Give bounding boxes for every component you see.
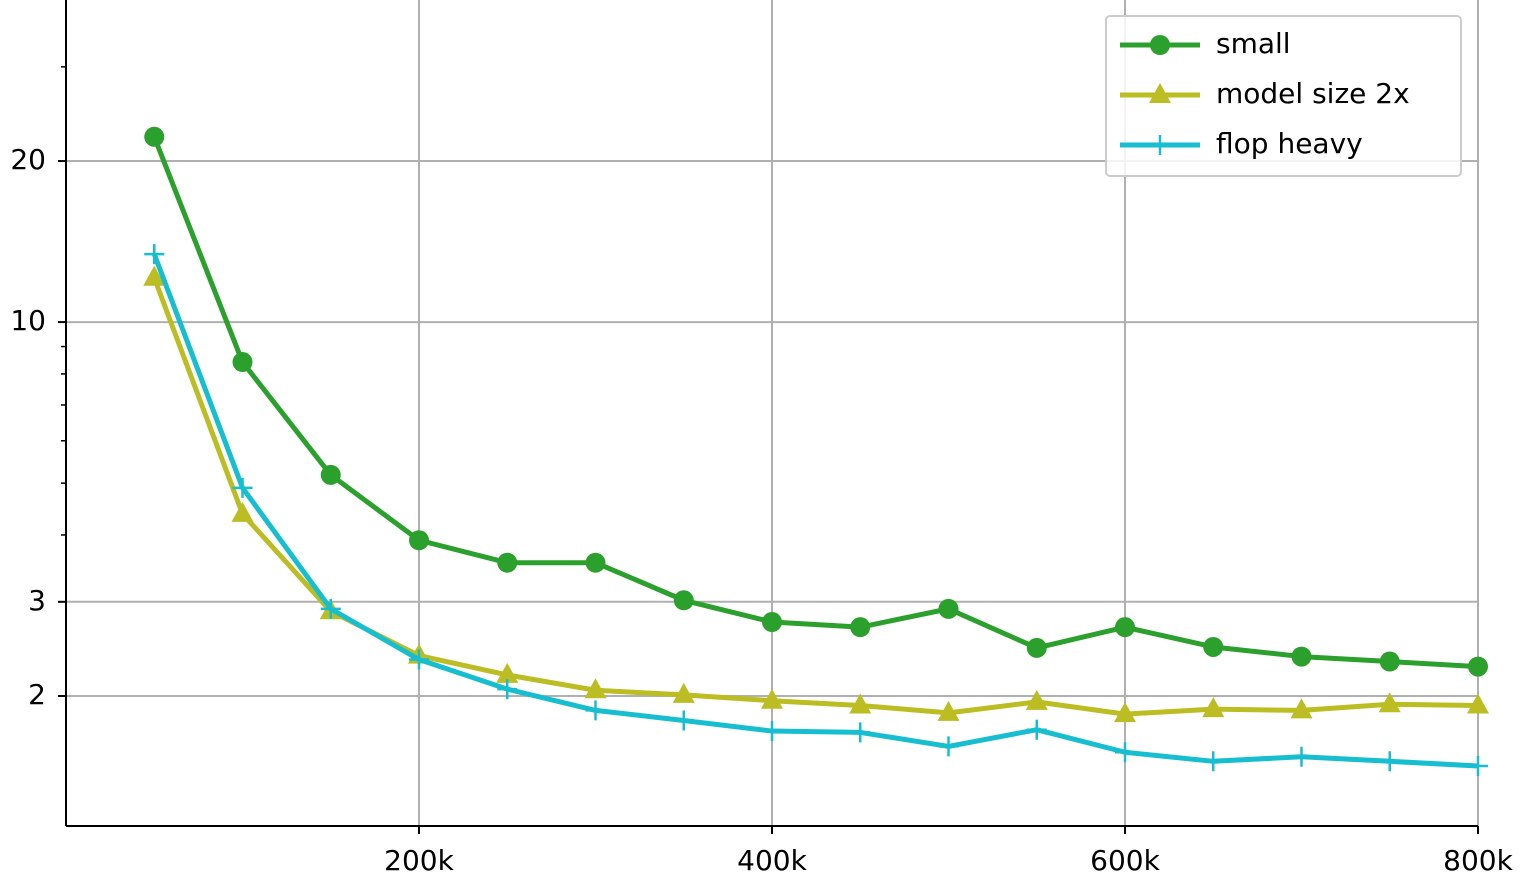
marker [1379, 751, 1400, 772]
marker [761, 688, 783, 709]
marker [320, 598, 341, 619]
marker [1025, 689, 1048, 710]
marker [409, 530, 429, 551]
marker [850, 617, 871, 638]
marker [143, 265, 166, 286]
marker [849, 693, 872, 714]
marker [585, 552, 606, 573]
marker [1203, 751, 1224, 772]
marker [496, 662, 519, 683]
marker [231, 501, 254, 522]
marker [1467, 693, 1489, 714]
marker [584, 678, 607, 699]
marker [673, 710, 694, 731]
legend-box [1105, 15, 1462, 177]
marker [1149, 83, 1171, 103]
marker [1291, 646, 1312, 667]
marker [232, 352, 253, 373]
marker [762, 612, 782, 633]
marker [673, 590, 694, 611]
marker [144, 244, 165, 265]
x-tick-label: 600k [1090, 844, 1160, 877]
marker [1291, 746, 1312, 767]
marker [497, 552, 518, 573]
y-tick-label: 3 [28, 584, 46, 617]
y-tick-label: 10 [10, 304, 46, 337]
legend-label: flop heavy [1216, 127, 1363, 160]
marker [762, 721, 782, 742]
marker [938, 598, 959, 619]
line [151, 135, 1479, 670]
marker [1026, 637, 1047, 658]
series [144, 126, 1488, 677]
marker [1026, 719, 1047, 740]
marker [850, 722, 871, 743]
marker [938, 736, 959, 757]
y-tick-label: 20 [10, 143, 46, 176]
series [144, 244, 1488, 776]
marker [144, 126, 165, 147]
marker [585, 700, 606, 721]
marker [320, 464, 341, 485]
x-tick-label: 400k [737, 844, 807, 877]
marker [1202, 697, 1225, 718]
y-tick-label: 2 [28, 678, 46, 711]
legend-label: small [1216, 27, 1291, 60]
line [151, 253, 1479, 769]
marker [1468, 656, 1488, 677]
marker [232, 477, 253, 498]
marker [672, 682, 695, 703]
marker [937, 700, 960, 721]
marker [1150, 135, 1170, 155]
marker [1290, 698, 1313, 719]
marker [497, 679, 518, 700]
marker [1468, 755, 1488, 776]
marker [1114, 702, 1136, 723]
marker [1115, 742, 1135, 763]
x-tick-label: 200k [384, 844, 454, 877]
marker [1379, 651, 1400, 672]
marker [1150, 35, 1170, 55]
marker [1378, 692, 1401, 713]
marker [409, 649, 429, 670]
marker [1115, 617, 1135, 638]
legend-label: model size 2x [1216, 77, 1410, 110]
x-tick-label: 800k [1443, 844, 1513, 877]
line [151, 276, 1479, 717]
marker [1203, 636, 1224, 657]
